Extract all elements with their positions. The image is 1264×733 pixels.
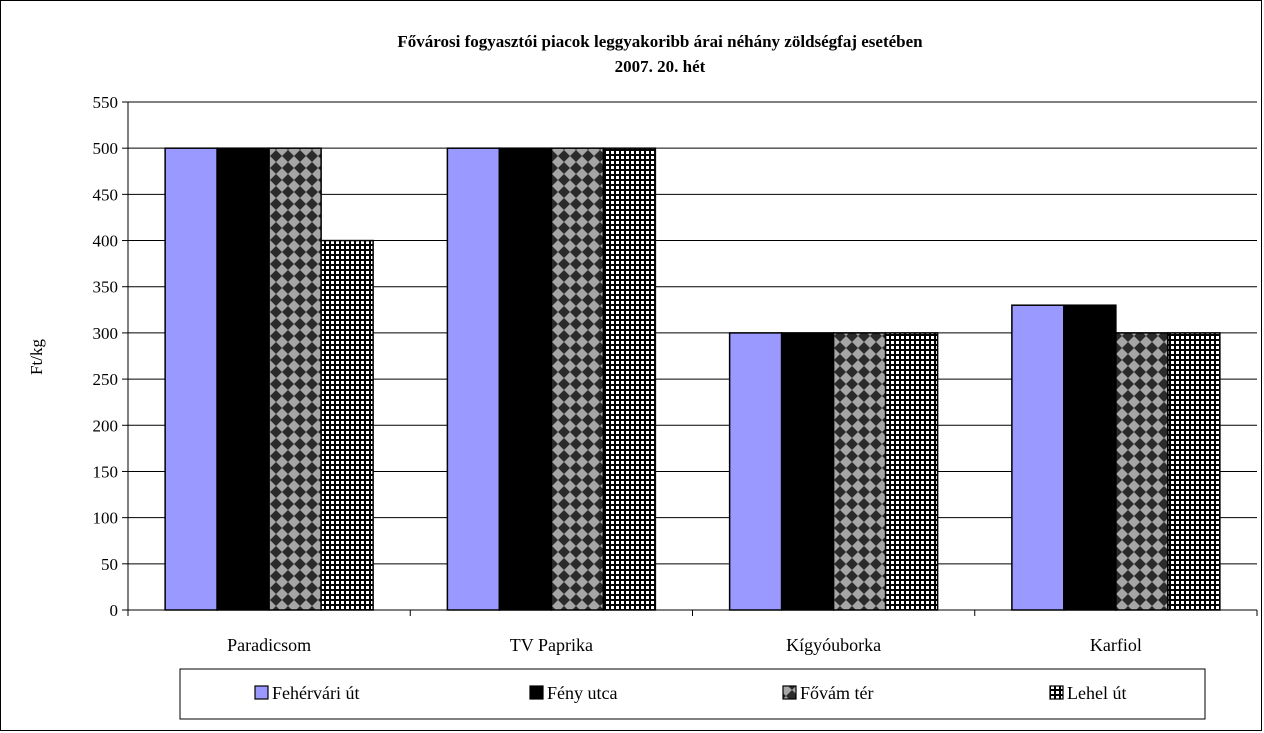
- bar-1-2: [550, 147, 605, 611]
- legend-swatch: [782, 685, 797, 700]
- bar-2-3: [884, 332, 939, 611]
- bar-2-1: [780, 332, 835, 611]
- y-tick-label: 200: [93, 416, 119, 435]
- legend-swatch: [254, 685, 269, 700]
- chart-title: Fővárosi fogyasztói piacok leggyakoribb …: [397, 32, 923, 51]
- bars: [164, 147, 1221, 611]
- category-labels: Paradicsom TV Paprika Kígyóuborka Karfiol: [227, 635, 1142, 655]
- bar-2-0: [728, 332, 783, 611]
- bar-3-0: [1011, 304, 1065, 611]
- x-category-label: Kígyóuborka: [786, 635, 881, 655]
- bar-0-3: [320, 239, 374, 611]
- legend-label: Fővám tér: [800, 683, 874, 703]
- legend: Fehérvári út Fény utca Fővám tér Lehel út: [179, 668, 1206, 720]
- y-tick-label: 300: [93, 324, 119, 343]
- legend-label: Fény utca: [547, 683, 617, 703]
- bar-3-2: [1115, 332, 1169, 611]
- bar-1-1: [498, 147, 553, 611]
- x-category-label: Karfiol: [1090, 635, 1142, 655]
- y-tick-label: 0: [110, 601, 119, 620]
- legend-label: Fehérvári út: [272, 683, 359, 703]
- legend-label: Lehel út: [1067, 683, 1126, 703]
- y-tick-label: 100: [93, 509, 119, 528]
- x-category-label: TV Paprika: [510, 635, 593, 655]
- axes: [127, 102, 1258, 616]
- y-tick-label: 450: [93, 185, 119, 204]
- y-tick-label: 500: [93, 139, 119, 158]
- bar-1-3: [602, 147, 657, 611]
- bar-3-1: [1063, 304, 1117, 611]
- chart-subtitle: 2007. 20. hét: [615, 57, 706, 76]
- bar-1-0: [446, 147, 501, 611]
- bar-0-0: [164, 147, 218, 611]
- y-tick-labels: 0 50 100 150 200 250 300 350 400 450 500 550: [93, 93, 119, 620]
- y-tick-label: 550: [93, 93, 119, 112]
- legend-swatch: [1049, 685, 1064, 700]
- legend-swatch: [529, 685, 544, 700]
- y-tick-label: 350: [93, 278, 119, 297]
- bar-0-1: [216, 147, 270, 611]
- legend-box: [179, 668, 1206, 720]
- x-category-label: Paradicsom: [227, 635, 311, 655]
- y-tick-label: 50: [101, 555, 118, 574]
- y-tick-label: 400: [93, 232, 119, 251]
- bar-2-2: [832, 332, 887, 611]
- bar-3-3: [1167, 332, 1221, 611]
- y-tick-label: 150: [93, 462, 119, 481]
- y-tick-label: 250: [93, 370, 119, 389]
- bar-0-2: [268, 147, 322, 611]
- y-axis-label: Ft/kg: [27, 339, 46, 375]
